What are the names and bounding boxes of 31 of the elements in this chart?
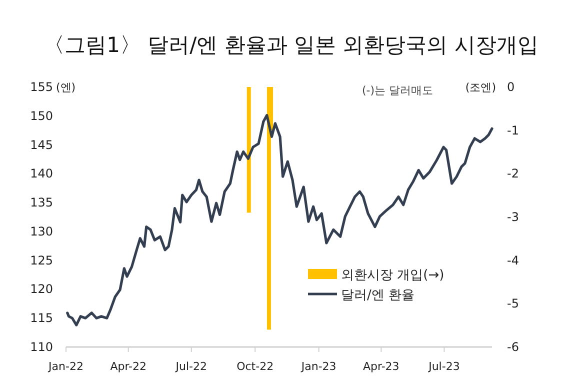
y2-tick-label: -2 bbox=[507, 166, 519, 181]
y-tick-label: 115 bbox=[30, 311, 53, 326]
y-tick-label: 135 bbox=[30, 196, 53, 210]
legend-label: 외환시장 개입(→) bbox=[341, 268, 444, 283]
y-tick-label: 140 bbox=[30, 166, 53, 181]
y-tick-label: 110 bbox=[30, 340, 53, 354]
y-tick-label: 150 bbox=[30, 108, 53, 123]
y2-axis-title: (조엔) bbox=[465, 81, 496, 94]
x-tick-label: Apr-22 bbox=[110, 360, 146, 373]
y-tick-label: 120 bbox=[30, 282, 53, 296]
x-tick-label: Oct-22 bbox=[236, 360, 274, 373]
x-tick-label: Jan-22 bbox=[48, 360, 84, 373]
y-tick-label: 155 bbox=[30, 80, 53, 94]
annotation: (-)는 달러매도 bbox=[362, 84, 434, 97]
y2-tick-label: 0 bbox=[507, 80, 515, 94]
y-tick-label: 145 bbox=[30, 138, 53, 152]
y2-tick-label: -5 bbox=[507, 296, 519, 311]
y-tick-label: 130 bbox=[30, 224, 53, 238]
y-axis-title: (엔) bbox=[56, 81, 76, 94]
x-tick-label: Jan-23 bbox=[300, 360, 336, 373]
x-tick-label: Apr-23 bbox=[363, 360, 400, 373]
x-tick-label: Jul-22 bbox=[174, 360, 207, 373]
legend-label: 달러/엔 환율 bbox=[341, 288, 415, 303]
y2-tick-label: -6 bbox=[507, 340, 519, 354]
y2-tick-label: -3 bbox=[507, 210, 519, 224]
y2-tick-label: -1 bbox=[507, 123, 519, 138]
line-series bbox=[66, 114, 494, 326]
x-tick-label: Jul-23 bbox=[428, 360, 460, 373]
title: 〈그림1〉 달러/엔 환율과 일본 외환당국의 시장개입 bbox=[44, 33, 538, 57]
y2-tick-label: -4 bbox=[507, 253, 519, 268]
y-tick-label: 125 bbox=[30, 253, 53, 268]
